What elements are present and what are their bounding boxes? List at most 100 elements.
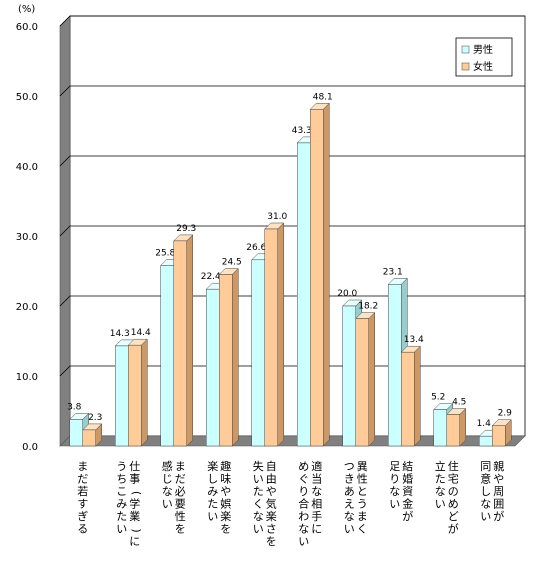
category-label-char: に <box>129 535 140 548</box>
category-label-char: く <box>253 498 264 511</box>
data-label: 24.5 <box>222 258 242 268</box>
category-label-char: 趣 <box>220 459 231 473</box>
category-label-char: 立 <box>435 459 446 473</box>
data-label: 20.0 <box>337 289 357 299</box>
bar-side <box>459 407 466 447</box>
category-label-char: め <box>448 498 459 511</box>
bar <box>69 419 83 447</box>
bar <box>251 259 265 447</box>
category-label-char: た <box>253 485 264 498</box>
category-label-char: ) <box>130 528 143 532</box>
category-label-char: 周 <box>493 485 504 498</box>
category-label-char: 意 <box>480 472 491 486</box>
category-label-char: い <box>298 535 309 548</box>
bar <box>82 429 96 447</box>
bar <box>492 425 506 447</box>
bar <box>206 288 220 447</box>
category-label-char: 住 <box>448 459 459 473</box>
y-tick-label: 10.0 <box>16 372 38 383</box>
category-label-char: 業 <box>129 510 140 523</box>
category-label-char: し <box>480 485 491 498</box>
category-label-char: を <box>175 523 186 536</box>
y-axis-unit: (%) <box>18 4 35 15</box>
bar <box>264 228 278 447</box>
y-tick-label: 60.0 <box>16 22 38 33</box>
category-label-char: 資 <box>402 485 413 498</box>
category-label-char: な <box>298 523 309 536</box>
category-label-char: す <box>77 498 88 511</box>
category-label-char: い <box>253 523 264 536</box>
data-label: 26.6 <box>246 243 266 253</box>
category-label-char: ど <box>448 510 459 523</box>
category-label-char: し <box>207 473 218 486</box>
category-label-char: 楽 <box>266 510 277 523</box>
category-label-char: い <box>389 498 400 511</box>
gridline <box>59 295 525 307</box>
bar-side <box>232 267 239 447</box>
category-label-char: が <box>493 509 504 523</box>
category-label-char: る <box>77 523 88 536</box>
category-label-char: り <box>298 485 309 498</box>
category-label-char: 足 <box>389 460 400 473</box>
bar <box>388 284 402 447</box>
y-tick-label: 30.0 <box>16 232 38 243</box>
legend-swatch <box>461 45 470 54</box>
bar <box>115 345 129 447</box>
category-label-char: な <box>311 485 322 498</box>
bar-side <box>414 345 421 447</box>
category-label-char: い <box>207 510 218 523</box>
category-label-char: 合 <box>298 497 309 511</box>
bar <box>479 435 493 447</box>
category-label-char: あ <box>344 485 355 498</box>
data-label: 29.3 <box>176 224 196 234</box>
category-label-char: 楽 <box>207 460 218 473</box>
category-label-char: 失 <box>253 460 264 473</box>
category-label-char: に <box>311 523 322 536</box>
category-label-char: の <box>448 485 459 498</box>
category-label-char: つ <box>344 460 355 473</box>
category-label-char: う <box>116 460 127 473</box>
bar <box>128 344 142 447</box>
bar <box>433 409 447 447</box>
category-label-char: な <box>435 485 446 498</box>
category-label-char: と <box>357 485 368 498</box>
category-label-char: 感 <box>162 460 173 473</box>
category-label-char: 娯 <box>220 497 231 511</box>
y-tick-label: 40.0 <box>16 162 38 173</box>
category-label-char: ま <box>77 460 88 473</box>
bar <box>160 265 174 447</box>
category-label-char: め <box>298 460 309 473</box>
category-label-char: 若 <box>77 485 88 498</box>
data-label: 13.4 <box>404 335 424 345</box>
category-label-char: や <box>220 485 231 498</box>
data-label: 3.8 <box>67 402 82 412</box>
category-label-char: く <box>357 523 368 536</box>
category-label-char: 結 <box>402 459 413 473</box>
bar-side <box>141 338 148 447</box>
category-label-char: い <box>435 498 446 511</box>
category-label-char: 金 <box>402 497 413 511</box>
y-tick-label: 20.0 <box>16 302 38 313</box>
data-label: 18.2 <box>358 302 378 312</box>
category-label-char: が <box>402 509 413 523</box>
category-label-char: 仕 <box>129 460 140 473</box>
category-label-char: 気 <box>266 497 277 511</box>
legend-swatch <box>461 62 470 71</box>
data-label: 48.1 <box>313 92 333 102</box>
category-label-char: 性 <box>357 472 368 486</box>
category-label-char: た <box>435 473 446 486</box>
gridline <box>59 225 525 237</box>
category-label-char: 手 <box>311 509 322 523</box>
legend-label: 男性 <box>473 43 493 56</box>
category-label-char: な <box>344 510 355 523</box>
category-label-char: こ <box>116 485 127 498</box>
category-label-char: う <box>357 498 368 511</box>
category-label-char: 事 <box>129 473 140 486</box>
data-label: 5.2 <box>431 393 445 403</box>
bar-side <box>186 234 193 447</box>
category-label-char: 必 <box>175 485 186 498</box>
category-label-char: な <box>162 485 173 498</box>
bar <box>446 414 460 447</box>
